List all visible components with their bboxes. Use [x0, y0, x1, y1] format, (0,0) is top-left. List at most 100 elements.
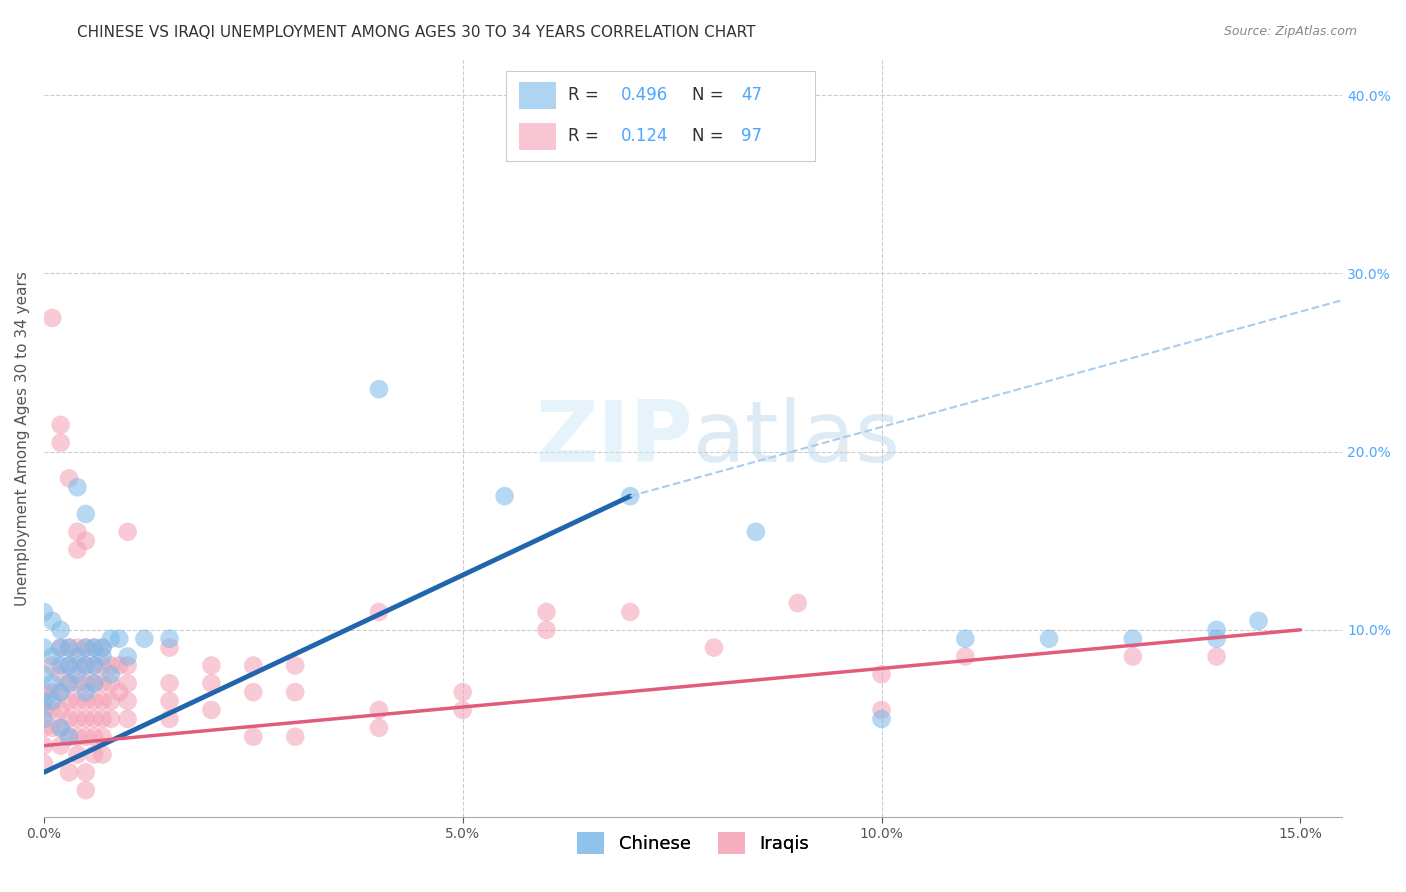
Point: [32, 694, 55, 708]
Point: [41, 685, 63, 699]
Point: [242, 685, 264, 699]
Point: [49, 685, 72, 699]
Point: [1205, 649, 1227, 664]
Point: [75, 507, 97, 521]
Point: [66, 658, 89, 673]
Point: [41, 721, 63, 735]
Point: [117, 712, 139, 726]
Point: [91, 730, 114, 744]
Point: [75, 694, 97, 708]
Point: [75, 640, 97, 655]
Text: ZIP: ZIP: [536, 397, 693, 480]
Point: [58, 676, 80, 690]
Point: [91, 640, 114, 655]
Point: [368, 382, 391, 396]
Point: [32, 640, 55, 655]
Point: [451, 703, 474, 717]
Point: [91, 658, 114, 673]
Point: [284, 658, 307, 673]
Point: [58, 640, 80, 655]
Text: atlas: atlas: [693, 397, 901, 480]
Point: [66, 694, 89, 708]
Point: [75, 685, 97, 699]
Point: [32, 667, 55, 681]
Point: [117, 524, 139, 539]
Point: [75, 712, 97, 726]
Point: [703, 640, 725, 655]
Point: [41, 310, 63, 325]
Y-axis label: Unemployment Among Ages 30 to 34 years: Unemployment Among Ages 30 to 34 years: [15, 271, 30, 606]
Point: [1122, 632, 1144, 646]
Point: [66, 480, 89, 494]
Point: [536, 623, 558, 637]
Point: [66, 667, 89, 681]
Point: [494, 489, 516, 503]
Point: [745, 524, 768, 539]
Text: R =: R =: [568, 128, 605, 145]
Point: [83, 747, 105, 762]
Point: [536, 605, 558, 619]
Point: [91, 712, 114, 726]
Point: [368, 605, 391, 619]
Point: [41, 703, 63, 717]
Point: [32, 685, 55, 699]
Point: [159, 640, 181, 655]
Point: [49, 685, 72, 699]
Point: [41, 614, 63, 628]
Point: [1038, 632, 1060, 646]
Point: [75, 676, 97, 690]
Point: [368, 721, 391, 735]
Legend: Chinese, Iraqis: Chinese, Iraqis: [569, 824, 817, 861]
Point: [32, 739, 55, 753]
Point: [49, 435, 72, 450]
Point: [58, 471, 80, 485]
Point: [100, 658, 122, 673]
Point: [284, 685, 307, 699]
Point: [58, 730, 80, 744]
Text: 0.124: 0.124: [620, 128, 668, 145]
Point: [83, 640, 105, 655]
Point: [117, 649, 139, 664]
Point: [49, 640, 72, 655]
Bar: [519, 82, 555, 109]
Point: [83, 730, 105, 744]
Point: [83, 694, 105, 708]
Point: [75, 640, 97, 655]
Point: [66, 676, 89, 690]
Point: [83, 676, 105, 690]
Text: N =: N =: [692, 128, 728, 145]
Point: [66, 747, 89, 762]
Point: [100, 632, 122, 646]
Point: [58, 658, 80, 673]
Point: [41, 676, 63, 690]
Point: [91, 649, 114, 664]
Text: Source: ZipAtlas.com: Source: ZipAtlas.com: [1223, 25, 1357, 38]
Point: [91, 694, 114, 708]
Point: [1205, 632, 1227, 646]
Point: [41, 649, 63, 664]
Point: [159, 694, 181, 708]
Point: [786, 596, 808, 610]
Point: [242, 730, 264, 744]
Point: [49, 721, 72, 735]
Point: [870, 712, 893, 726]
Bar: [519, 123, 555, 150]
Point: [108, 658, 131, 673]
Text: CHINESE VS IRAQI UNEMPLOYMENT AMONG AGES 30 TO 34 YEARS CORRELATION CHART: CHINESE VS IRAQI UNEMPLOYMENT AMONG AGES…: [77, 25, 756, 40]
Point: [58, 765, 80, 780]
Point: [870, 667, 893, 681]
Point: [58, 694, 80, 708]
Point: [75, 783, 97, 797]
Point: [49, 658, 72, 673]
Point: [66, 640, 89, 655]
Point: [75, 533, 97, 548]
Point: [49, 667, 72, 681]
Point: [955, 649, 977, 664]
Point: [32, 756, 55, 771]
Point: [159, 676, 181, 690]
Point: [284, 730, 307, 744]
Point: [117, 676, 139, 690]
Point: [870, 703, 893, 717]
Point: [83, 676, 105, 690]
Point: [41, 694, 63, 708]
